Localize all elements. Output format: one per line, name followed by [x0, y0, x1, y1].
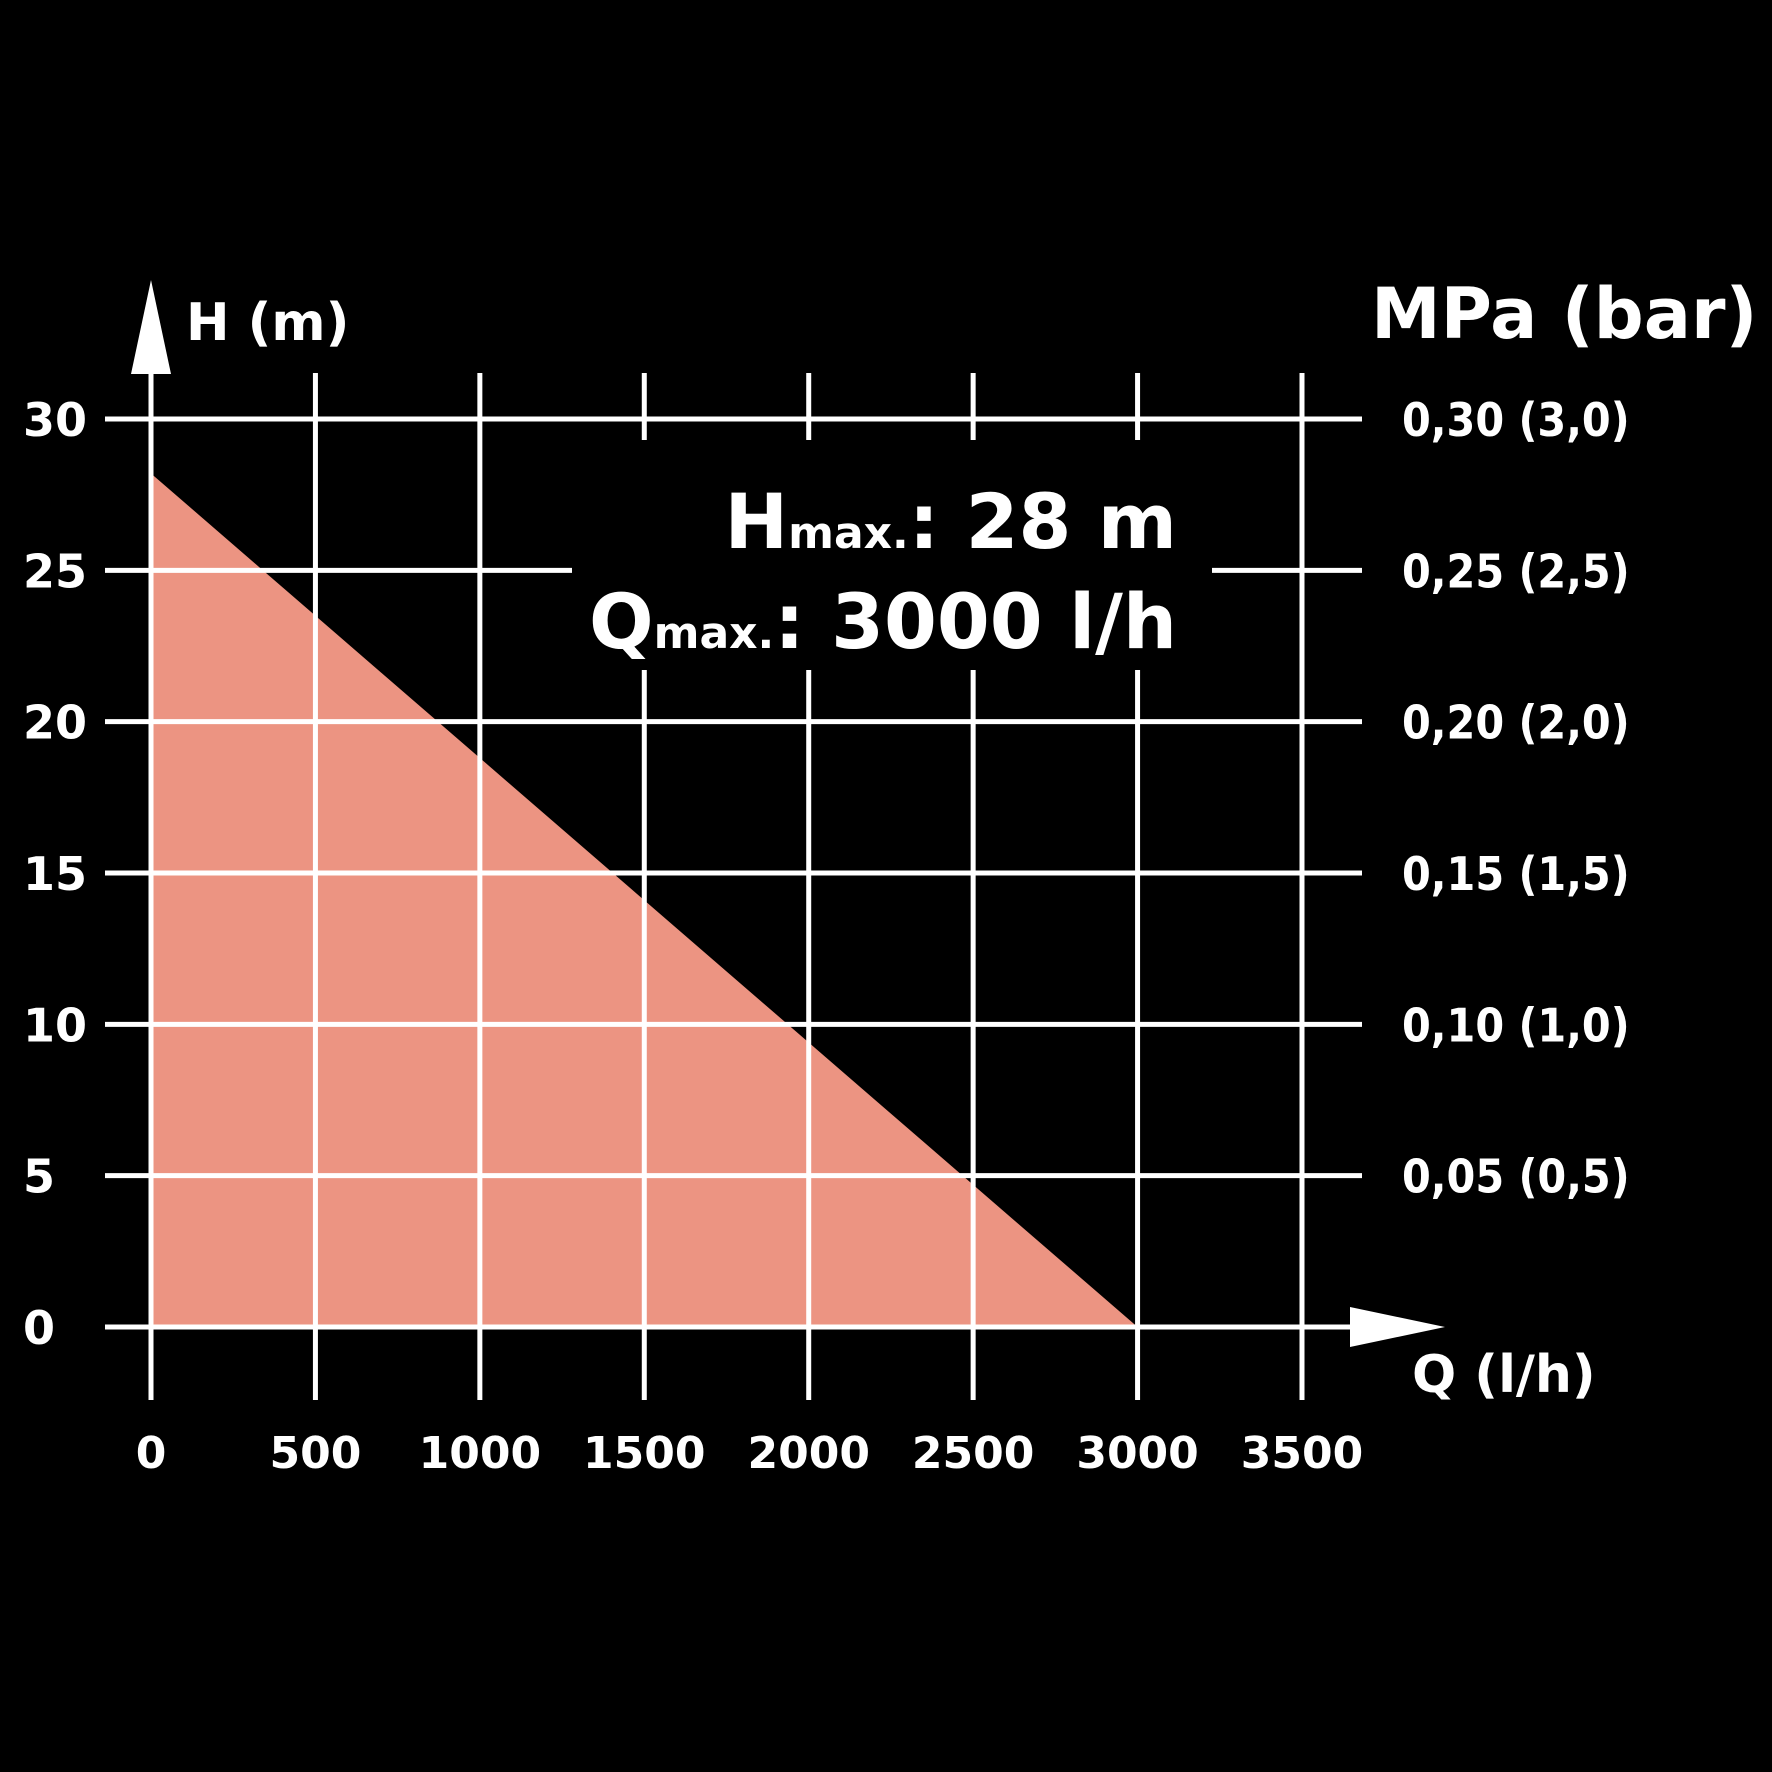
performance-area: [151, 473, 1138, 1328]
x-tick-label-1500: 1500: [583, 1428, 705, 1479]
y-tick-label-30: 30: [23, 393, 87, 447]
x-tick-label-3000: 3000: [1076, 1428, 1198, 1479]
y2-tick-label-5: 0,25 (2,5): [1402, 544, 1630, 598]
y-tick-label-5: 5: [23, 1150, 55, 1204]
y-tick-label-15: 15: [23, 847, 87, 901]
x-axis-arrow: [1350, 1307, 1445, 1347]
y-tick-label-20: 20: [23, 696, 87, 750]
x-tick-label-2500: 2500: [912, 1428, 1034, 1479]
y2-tick-label-2: 0,10 (1,0): [1402, 998, 1630, 1052]
annotation-qmax: Qmax.: 3000 l/h: [589, 577, 1177, 666]
y2-tick-label-4: 0,20 (2,0): [1402, 696, 1630, 750]
hmax-value: : 28 m: [909, 477, 1177, 566]
y-axis-title: H (m): [186, 293, 349, 353]
hmax-symbol: H: [724, 477, 788, 566]
x-tick-label-500: 500: [269, 1428, 361, 1479]
qmax-subscript: max.: [654, 608, 775, 659]
x-tick-label-2000: 2000: [747, 1428, 869, 1479]
y2-tick-label-6: 0,30 (3,0): [1402, 393, 1630, 447]
qmax-value: : 3000 l/h: [774, 577, 1177, 666]
x-axis-title: Q (l/h): [1412, 1345, 1596, 1405]
y2-tick-label-3: 0,15 (1,5): [1402, 847, 1630, 901]
x-tick-label-3500: 3500: [1241, 1428, 1363, 1479]
annotation-hmax: Hmax.: 28 m: [724, 477, 1177, 566]
axes: [105, 280, 1445, 1400]
hmax-subscript: max.: [788, 508, 909, 559]
y-tick-label-0: 0: [23, 1301, 55, 1355]
x-tick-label-1000: 1000: [419, 1428, 541, 1479]
annotation-background: [572, 440, 1212, 670]
y-axis-arrow: [131, 280, 171, 374]
tick-labels: 0 5 10 15 20 25 30 0,05 (0,5) 0,10 (1,0) 0,15 (1,…: [23, 393, 1630, 1479]
y2-tick-label-1: 0,05 (0,5): [1402, 1150, 1630, 1204]
y2-axis-title: MPa (bar): [1371, 273, 1758, 355]
qmax-symbol: Q: [589, 577, 654, 666]
x-tick-label-0: 0: [136, 1428, 167, 1479]
y-tick-label-10: 10: [23, 998, 87, 1052]
y-tick-label-25: 25: [23, 544, 87, 598]
